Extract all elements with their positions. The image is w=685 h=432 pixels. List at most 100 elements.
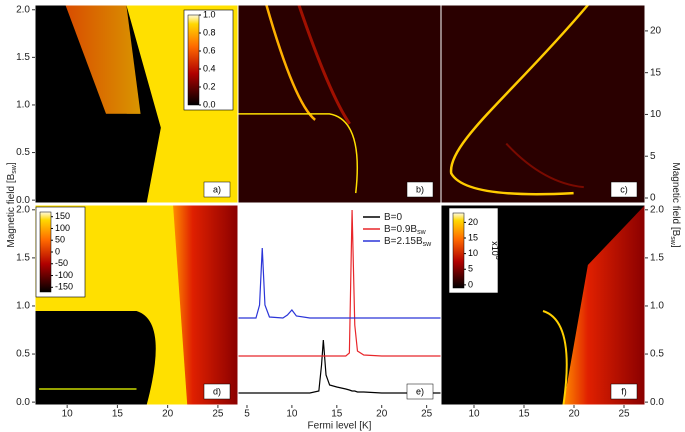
heatmap-region xyxy=(35,113,149,203)
panel-label-box xyxy=(406,383,434,400)
y2-tick-label: 5 xyxy=(650,151,656,162)
line-series xyxy=(238,247,441,319)
panel-label-box xyxy=(610,383,638,400)
panel-label-box xyxy=(203,181,231,198)
legend-name: B=0 xyxy=(384,212,403,223)
panel-label: d) xyxy=(213,386,221,396)
colorbar-tick-label: 0.2 xyxy=(203,81,216,91)
y2-axis-label-part: ] xyxy=(670,245,681,248)
colorbar-tick-label: -50 xyxy=(55,258,68,268)
y2-tick-label: 1.5 xyxy=(650,253,664,264)
x-tick-label: 25 xyxy=(421,409,433,420)
heatmap-bg xyxy=(441,5,645,203)
x-tick-label: 20 xyxy=(568,409,580,420)
y2-axis-label-sub: sw xyxy=(669,236,676,246)
legend-label: B=0.9Bsw xyxy=(384,224,427,236)
plot-bg xyxy=(238,205,441,405)
y2-tick-label: 1.0 xyxy=(650,301,664,312)
colorbar-unit: x103 xyxy=(490,241,502,260)
y-tick-label: 2.0 xyxy=(16,204,30,215)
heatmap-curve xyxy=(449,4,589,196)
colorbar-tick-label: 100 xyxy=(55,223,70,233)
y2-tick-label: 0.0 xyxy=(650,397,664,408)
colorbar-tick-label: 5 xyxy=(468,264,473,274)
colorbar-tick-label: 0 xyxy=(55,246,60,256)
y-axis-label-sub: sw xyxy=(11,164,18,174)
heatmap-region xyxy=(65,5,141,114)
y2-tick-label: 0.5 xyxy=(650,349,664,360)
y-tick-label: 2.0 xyxy=(16,4,30,15)
panel-label-box xyxy=(610,181,638,198)
colorbar-tick-label: -150 xyxy=(55,282,73,292)
legend-label: B=2.15Bsw xyxy=(384,236,432,248)
y2-tick-label: 20 xyxy=(650,26,662,37)
y2-tick-label: 2.0 xyxy=(650,204,664,215)
panel-frame xyxy=(440,204,646,406)
legend-name: B=0.9B xyxy=(384,224,417,235)
colorbar-tick-label: 20 xyxy=(468,217,478,227)
y-tick-label: 1.5 xyxy=(16,52,30,63)
heatmap-curve xyxy=(297,4,351,125)
panel-label: a) xyxy=(213,184,221,194)
colorbar-tick-label: -100 xyxy=(55,270,73,280)
colorbar xyxy=(187,14,200,106)
colorbar-tick-label: 0.0 xyxy=(203,99,216,109)
y-axis-label-part: ] xyxy=(6,162,17,165)
x-tick-label: 10 xyxy=(62,409,74,420)
y-tick-label: 1.0 xyxy=(16,100,30,111)
y2-tick-label: 10 xyxy=(650,109,662,120)
y-tick-label: 0.0 xyxy=(16,195,30,206)
legend-name: B=2.15B xyxy=(384,236,423,247)
legend-label: B=0 xyxy=(384,212,403,223)
y-tick-label: 1.5 xyxy=(16,253,30,264)
colorbar xyxy=(452,212,465,289)
heatmap-region xyxy=(563,205,645,405)
colorbar-unit-base: x10 xyxy=(490,241,500,256)
heatmap-curve xyxy=(542,310,568,406)
line-series xyxy=(238,339,441,394)
heatmap-curve xyxy=(265,4,316,121)
y-tick-label: 0.0 xyxy=(16,397,30,408)
panel-label-box xyxy=(203,383,231,400)
legend-sub: sw xyxy=(423,241,433,248)
x-axis-label: Fermi level [K] xyxy=(308,421,372,432)
panel-label: f) xyxy=(621,386,627,396)
panel-label-box xyxy=(406,181,434,198)
panel-label: b) xyxy=(416,184,424,194)
panel-label: c) xyxy=(620,184,628,194)
colorbar-tick-label: 15 xyxy=(468,232,478,242)
heatmap-region xyxy=(35,311,156,405)
colorbar-tick-label: 0.4 xyxy=(203,63,216,73)
y-tick-label: 0.5 xyxy=(16,147,30,158)
colorbar-tick-label: 0 xyxy=(468,279,473,289)
y2-tick-label: 0 xyxy=(650,193,656,204)
heatmap-curve xyxy=(238,113,359,194)
y-axis-label: Magnetic field [Bsw] xyxy=(6,162,18,248)
colorbar xyxy=(39,211,52,293)
x-tick-label: 20 xyxy=(376,409,388,420)
colorbar-unit-sup: 3 xyxy=(494,256,501,260)
colorbar-tick-label: 1.0 xyxy=(203,9,216,19)
panel-label: e) xyxy=(416,386,424,396)
x-tick-label: 25 xyxy=(618,409,630,420)
colorbar-tick-label: 0.6 xyxy=(203,45,216,55)
colorbar-tick-label: 10 xyxy=(468,248,478,258)
x-tick-label: 15 xyxy=(331,409,343,420)
y2-axis-label: Magnetic field [Bsw] xyxy=(669,162,681,248)
heatmap-region xyxy=(173,205,238,405)
colorbar-tick-label: 50 xyxy=(55,235,65,245)
colorbar-tick-label: 150 xyxy=(55,211,70,221)
panel-frame xyxy=(440,4,646,204)
line-series xyxy=(238,209,441,357)
x-tick-label: 5 xyxy=(244,409,250,420)
heatmap-curve xyxy=(505,142,584,189)
y-tick-label: 0.5 xyxy=(16,349,30,360)
y-axis-label-part: Magnetic field [B xyxy=(6,173,17,247)
x-tick-label: 25 xyxy=(212,409,224,420)
y2-tick-label: 15 xyxy=(650,67,662,78)
x-tick-label: 15 xyxy=(518,409,530,420)
x-tick-label: 10 xyxy=(286,409,298,420)
x-tick-label: 15 xyxy=(112,409,124,420)
legend-sub: sw xyxy=(417,229,427,236)
